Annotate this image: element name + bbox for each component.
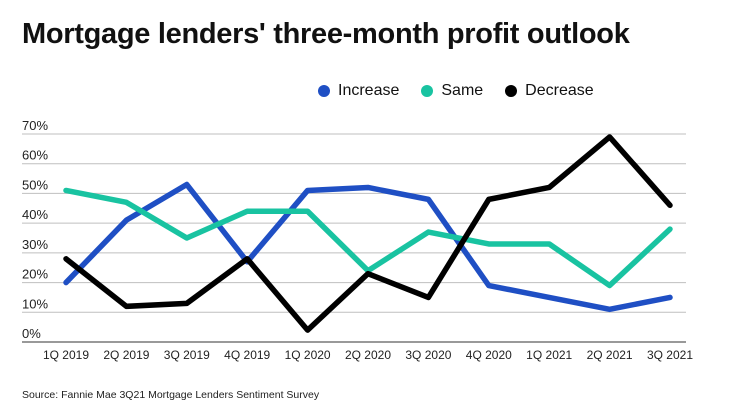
x-tick-label: 3Q 2020	[405, 348, 451, 362]
legend-label-increase: Increase	[338, 82, 400, 99]
legend-dot-decrease	[505, 85, 518, 97]
legend-item-same: Same	[421, 82, 483, 100]
legend-dot-increase	[318, 85, 330, 97]
x-tick-label: 1Q 2020	[285, 348, 331, 362]
x-tick-label: 3Q 2021	[647, 348, 693, 362]
x-tick-label: 2Q 2021	[587, 348, 633, 362]
y-tick-label: 20%	[22, 267, 48, 282]
x-tick-label: 2Q 2020	[345, 348, 391, 362]
x-tick-label: 2Q 2019	[103, 348, 149, 362]
legend-label-decrease: Decrease	[525, 82, 594, 99]
chart-title: Mortgage lenders' three-month profit out…	[22, 18, 630, 50]
x-tick-label: 3Q 2019	[164, 348, 210, 362]
y-tick-label: 40%	[22, 207, 48, 222]
legend-item-decrease: Decrease	[505, 82, 594, 100]
x-tick-label: 1Q 2019	[43, 348, 89, 362]
chart-legend: Increase Same Decrease	[318, 82, 616, 100]
x-tick-label: 4Q 2019	[224, 348, 270, 362]
legend-label-same: Same	[441, 82, 484, 99]
y-tick-label: 0%	[22, 326, 41, 341]
series-line-increase	[63, 181, 673, 313]
legend-dot-same	[421, 85, 434, 97]
legend-item-increase: Increase	[318, 82, 399, 100]
x-tick-label: 1Q 2021	[526, 348, 572, 362]
y-tick-label: 60%	[22, 148, 48, 163]
x-tick-label: 4Q 2020	[466, 348, 512, 362]
y-tick-label: 50%	[22, 177, 48, 192]
source-note: Source: Fannie Mae 3Q21 Mortgage Lenders…	[22, 389, 320, 401]
y-tick-label: 30%	[22, 237, 48, 252]
y-tick-label: 70%	[22, 118, 48, 133]
y-tick-label: 10%	[22, 296, 48, 311]
